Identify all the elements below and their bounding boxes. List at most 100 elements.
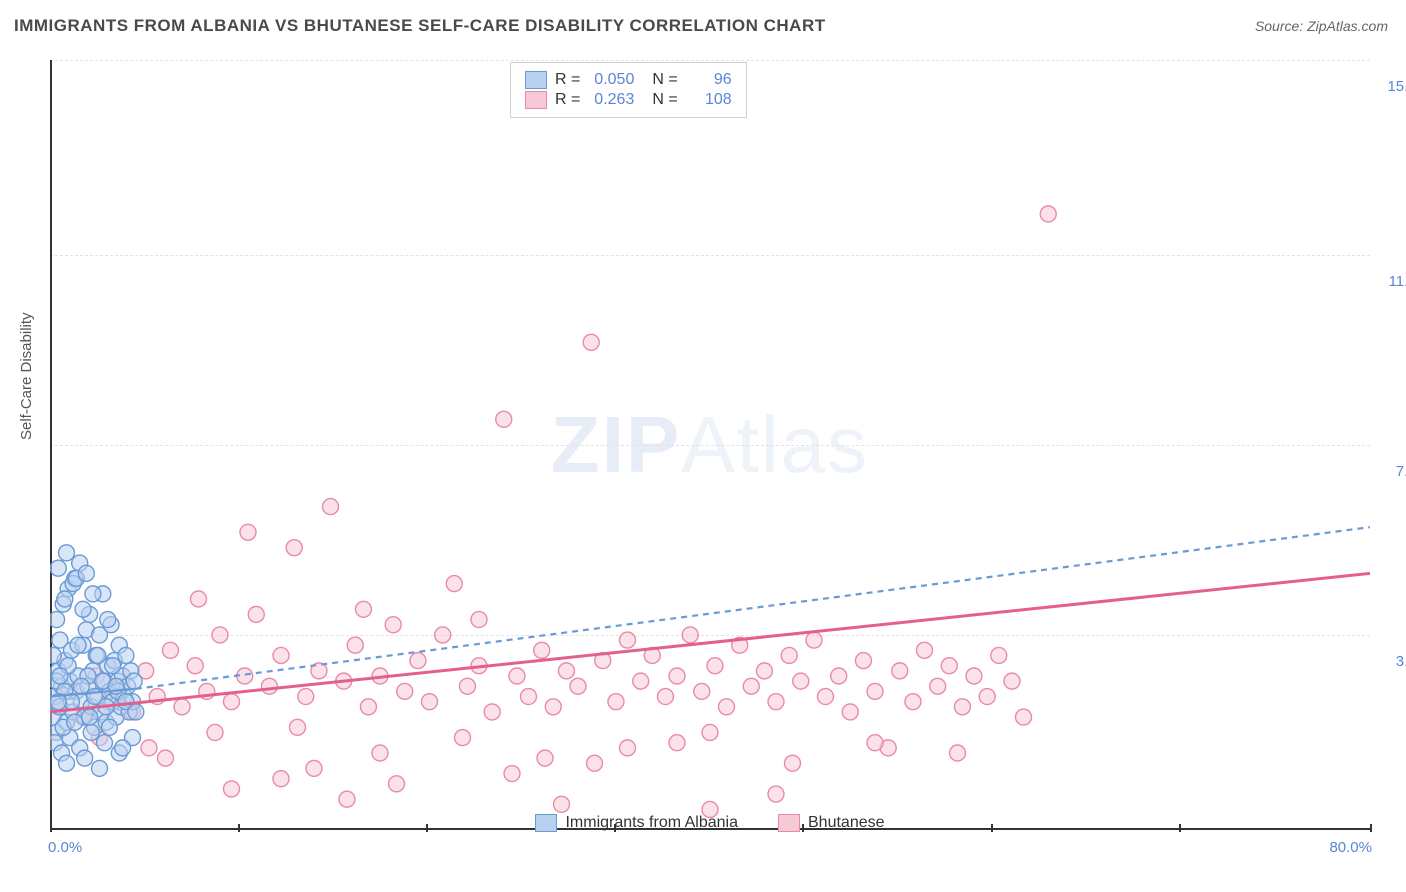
scatter-point-b	[620, 632, 636, 648]
legend-row: R = 0.263 N = 108	[525, 91, 732, 109]
scatter-point-b	[608, 694, 624, 710]
scatter-point-a	[105, 658, 121, 674]
scatter-point-b	[620, 740, 636, 756]
x-axis-min-label: 0.0%	[48, 839, 82, 856]
scatter-point-b	[855, 653, 871, 669]
n-label: N =	[652, 71, 677, 89]
legend-label: Immigrants from Albania	[565, 814, 738, 832]
scatter-point-a	[77, 750, 93, 766]
x-axis-max-label: 80.0%	[1329, 839, 1372, 856]
scatter-point-b	[174, 699, 190, 715]
y-tick-label: 7.5%	[1374, 463, 1406, 480]
scatter-point-b	[422, 694, 438, 710]
scatter-point-b	[793, 673, 809, 689]
scatter-point-b	[323, 499, 339, 515]
scatter-point-b	[521, 689, 537, 705]
legend-swatch-b	[525, 91, 547, 109]
scatter-point-b	[224, 781, 240, 797]
scatter-point-b	[471, 612, 487, 628]
scatter-point-b	[389, 776, 405, 792]
scatter-point-b	[509, 668, 525, 684]
scatter-point-b	[905, 694, 921, 710]
scatter-point-a	[57, 591, 73, 607]
scatter-point-b	[397, 683, 413, 699]
scatter-point-b	[545, 699, 561, 715]
scatter-point-b	[682, 627, 698, 643]
n-value: 96	[686, 71, 732, 89]
scatter-point-b	[537, 750, 553, 766]
scatter-point-b	[966, 668, 982, 684]
y-axis-label: Self-Care Disability	[18, 312, 35, 440]
scatter-point-a	[75, 601, 91, 617]
scatter-point-a	[115, 740, 131, 756]
scatter-point-a	[59, 755, 75, 771]
scatter-point-b	[273, 771, 289, 787]
scatter-point-b	[534, 642, 550, 658]
scatter-point-b	[1004, 673, 1020, 689]
scatter-point-b	[570, 678, 586, 694]
scatter-point-b	[991, 647, 1007, 663]
scatter-point-b	[484, 704, 500, 720]
scatter-point-b	[842, 704, 858, 720]
scatter-point-b	[917, 642, 933, 658]
legend-swatch-a	[525, 71, 547, 89]
scatter-point-b	[207, 724, 223, 740]
correlation-legend: R = 0.050 N = 96 R = 0.263 N = 108	[510, 62, 747, 118]
scatter-point-b	[941, 658, 957, 674]
scatter-point-a	[78, 565, 94, 581]
scatter-point-a	[90, 647, 106, 663]
scatter-point-a	[70, 637, 86, 653]
scatter-point-b	[224, 694, 240, 710]
scatter-point-a	[59, 545, 75, 561]
scatter-point-a	[50, 612, 65, 628]
legend-label: Bhutanese	[808, 814, 885, 832]
legend-swatch-b	[778, 814, 800, 832]
legend-item: Immigrants from Albania	[535, 814, 738, 832]
scatter-point-b	[892, 663, 908, 679]
chart-title: IMMIGRANTS FROM ALBANIA VS BHUTANESE SEL…	[14, 16, 826, 36]
scatter-point-a	[118, 647, 134, 663]
scatter-point-b	[372, 745, 388, 761]
y-tick-label: 15.0%	[1374, 78, 1406, 95]
scatter-point-b	[950, 745, 966, 761]
scatter-point-a	[85, 586, 101, 602]
scatter-point-b	[385, 617, 401, 633]
chart-container: IMMIGRANTS FROM ALBANIA VS BHUTANESE SEL…	[0, 0, 1406, 892]
plot-area: ZIPAtlas 3.8%7.5%11.2%15.0% 0.0% 80.0% R…	[50, 60, 1370, 830]
scatter-point-b	[694, 683, 710, 699]
scatter-point-b	[162, 642, 178, 658]
scatter-point-b	[1016, 709, 1032, 725]
scatter-point-b	[979, 689, 995, 705]
scatter-point-b	[504, 766, 520, 782]
scatter-point-b	[930, 678, 946, 694]
scatter-point-b	[240, 524, 256, 540]
legend-item: Bhutanese	[778, 814, 885, 832]
scatter-point-b	[360, 699, 376, 715]
y-tick-label: 11.2%	[1374, 273, 1406, 290]
scatter-svg	[50, 60, 1370, 830]
scatter-point-b	[248, 606, 264, 622]
scatter-point-a	[100, 612, 116, 628]
scatter-point-a	[83, 724, 99, 740]
scatter-point-b	[459, 678, 475, 694]
scatter-point-a	[126, 673, 142, 689]
r-label: R =	[555, 91, 580, 109]
scatter-point-b	[347, 637, 363, 653]
n-label: N =	[652, 91, 677, 109]
scatter-point-b	[806, 632, 822, 648]
scatter-point-a	[50, 560, 66, 576]
scatter-point-b	[633, 673, 649, 689]
scatter-point-b	[273, 647, 289, 663]
scatter-point-b	[261, 678, 277, 694]
scatter-point-a	[128, 704, 144, 720]
scatter-point-b	[286, 540, 302, 556]
scatter-point-b	[954, 699, 970, 715]
scatter-point-b	[298, 689, 314, 705]
scatter-point-b	[702, 724, 718, 740]
scatter-point-b	[410, 653, 426, 669]
scatter-point-b	[554, 796, 570, 812]
scatter-point-b	[356, 601, 372, 617]
scatter-point-a	[101, 719, 117, 735]
series-legend: Immigrants from Albania Bhutanese	[50, 814, 1370, 832]
scatter-point-b	[867, 735, 883, 751]
